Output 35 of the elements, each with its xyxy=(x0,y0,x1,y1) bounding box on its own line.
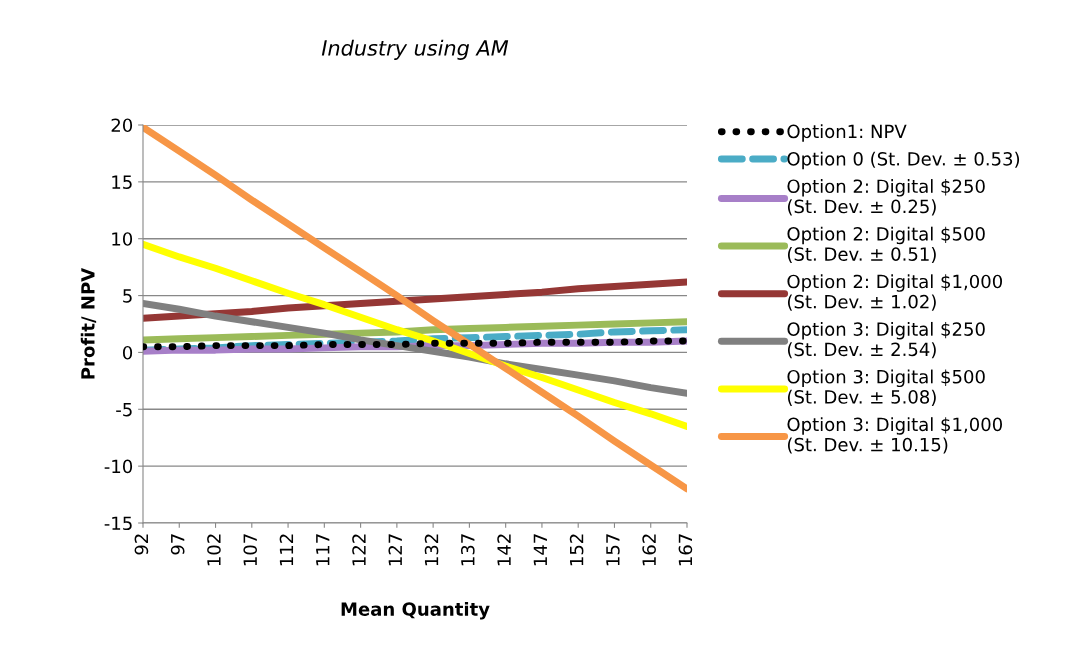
x-tick-label: 122 xyxy=(352,534,366,566)
legend-label: Option 2: Digital $1,000 (St. Dev. ± 1.02) xyxy=(787,274,1002,311)
y-tick-label: 20 xyxy=(111,118,133,133)
x-tick-label: 102 xyxy=(207,534,221,566)
y-tick-label: 15 xyxy=(112,175,132,189)
legend-label: Option 3: Digital $250 (St. Dev. ± 2.54) xyxy=(787,321,985,359)
legend-label: Option 0 (St. Dev. ± 0.53) xyxy=(787,151,1020,170)
y-tick-label: 10 xyxy=(112,232,133,246)
x-tick-label: 107 xyxy=(243,534,258,566)
y-tick-label: -5 xyxy=(116,402,132,417)
x-tick-label: 127 xyxy=(388,534,402,566)
x-tick-label: 162 xyxy=(642,534,656,566)
y-tick-label: -10 xyxy=(104,459,133,474)
x-tick-label: 117 xyxy=(316,534,330,566)
y-tick-label: 5 xyxy=(123,289,132,303)
legend-label: Option 2: Digital $500 (St. Dev. ± 0.51) xyxy=(787,226,985,264)
x-axis-title: Mean Quantity xyxy=(341,601,490,620)
x-tick-label: 92 xyxy=(134,534,149,555)
x-tick-label: 167 xyxy=(678,534,693,566)
x-tick-label: 97 xyxy=(170,534,185,555)
x-tick-label: 142 xyxy=(497,534,511,566)
legend-label: Option 2: Digital $250 (St. Dev. ± 0.25) xyxy=(787,179,985,216)
y-axis-title: Profit/ NPV xyxy=(80,267,97,379)
y-tick-label: -15 xyxy=(104,516,132,531)
legend-label: Option1: NPV xyxy=(787,124,907,142)
x-tick-label: 132 xyxy=(424,534,439,566)
x-tick-label: 147 xyxy=(533,534,547,566)
legend-label: Option 3: Digital $500 (St. Dev. ± 5.08) xyxy=(787,369,985,406)
x-tick-label: 152 xyxy=(569,534,584,566)
x-tick-label: 157 xyxy=(606,534,620,566)
x-tick-label: 112 xyxy=(279,534,294,566)
chart-title: Industry using AM xyxy=(321,39,509,60)
y-tick-label: 0 xyxy=(122,345,133,360)
x-tick-label: 137 xyxy=(460,534,475,566)
legend-label: Option 3: Digital $1,000 (St. Dev. ± 10.15) xyxy=(787,417,1002,454)
